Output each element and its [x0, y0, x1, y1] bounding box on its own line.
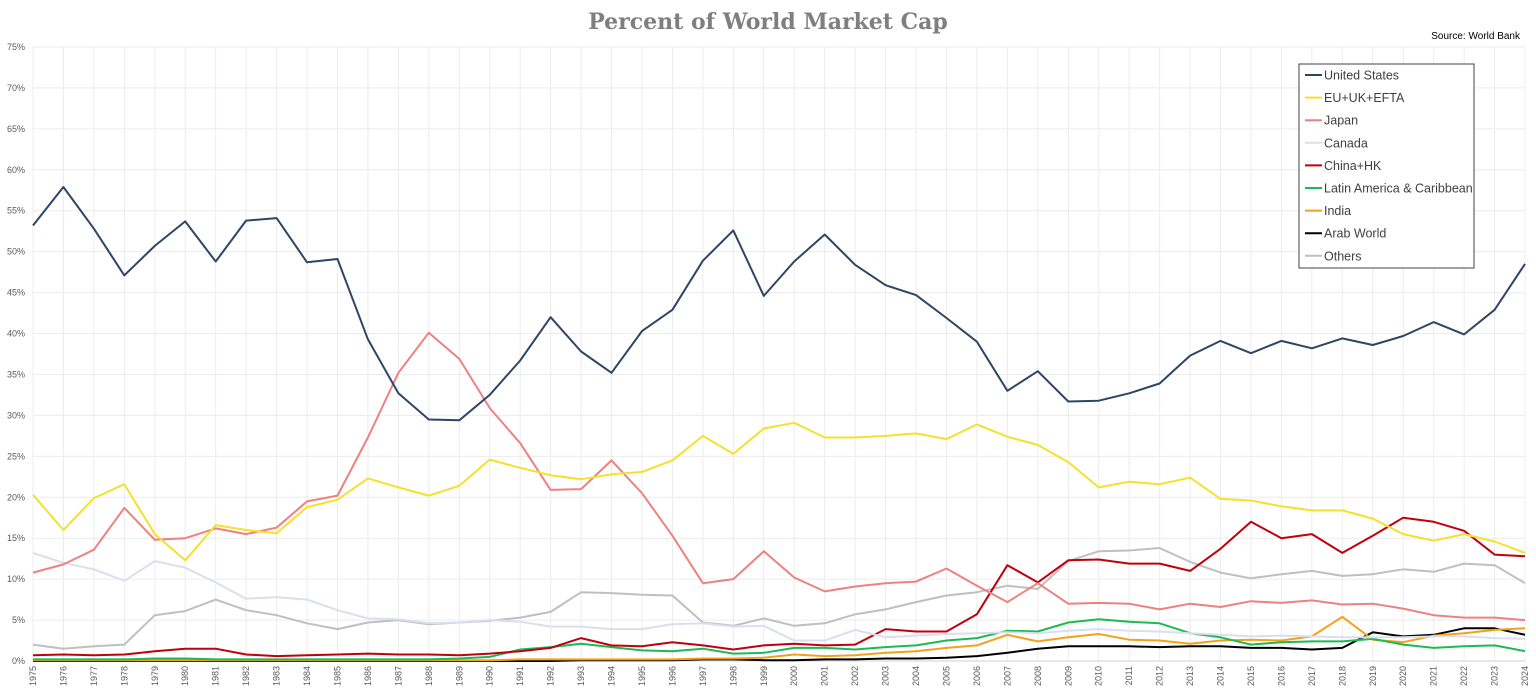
y-tick-label: 60%: [7, 165, 25, 175]
x-tick-label: 1982: [241, 666, 251, 686]
x-tick-label: 2016: [1276, 666, 1286, 686]
x-tick-label: 2007: [1002, 666, 1012, 686]
x-tick-label: 1986: [363, 666, 373, 686]
x-tick-label: 1975: [28, 666, 38, 686]
x-tick-label: 1994: [607, 666, 617, 686]
x-tick-label: 1990: [485, 666, 495, 686]
y-tick-label: 30%: [7, 410, 25, 420]
x-tick-label: 2017: [1307, 666, 1317, 686]
y-tick-label: 5%: [12, 615, 25, 625]
x-tick-label: 1983: [272, 666, 282, 686]
x-tick-label: 2002: [850, 666, 860, 686]
series-line-japan: [32, 331, 1526, 622]
legend-label-others: Others: [1324, 249, 1362, 263]
legend-label-arab-world: Arab World: [1324, 227, 1386, 241]
x-tick-label: 1995: [637, 666, 647, 686]
x-tick-label: 1992: [546, 666, 556, 686]
y-tick-label: 75%: [7, 42, 25, 52]
legend-label-latin-america-caribbean: Latin America & Caribbean: [1324, 182, 1473, 196]
y-tick-label: 65%: [7, 124, 25, 134]
x-tick-label: 1999: [759, 666, 769, 686]
y-tick-label: 10%: [7, 574, 25, 584]
x-tick-label: 1989: [454, 666, 464, 686]
x-tick-label: 1991: [515, 666, 525, 686]
legend-label-united-states: United States: [1324, 69, 1399, 83]
x-axis: 1975 1976 1977 1978 1979 1980 1981 1982 1983 1984…: [28, 660, 1530, 686]
x-tick-label: 2020: [1398, 666, 1408, 686]
x-tick-label: 2014: [1216, 666, 1226, 686]
x-tick-label: 1998: [728, 666, 738, 686]
y-axis: 0% 5% 10% 15% 20% 25% 30% 35% 40% 45% 50% 55% 60% 65%…: [7, 42, 25, 666]
x-tick-label: 1984: [302, 666, 312, 686]
x-tick-label: 2003: [881, 666, 891, 686]
y-tick-label: 40%: [7, 329, 25, 339]
x-tick-label: 2008: [1033, 666, 1043, 686]
x-tick-label: 1993: [576, 666, 586, 686]
y-tick-label: 25%: [7, 451, 25, 461]
x-tick-label: 1987: [393, 666, 403, 686]
x-tick-label: 2009: [1063, 666, 1073, 686]
x-tick-label: 2013: [1185, 666, 1195, 686]
x-tick-label: 1980: [180, 666, 190, 686]
x-tick-label: 1996: [667, 666, 677, 686]
x-tick-label: 2005: [941, 666, 951, 686]
x-tick-label: 2015: [1246, 666, 1256, 686]
legend-label-canada: Canada: [1324, 136, 1368, 150]
chart-source: Source: World Bank: [1431, 31, 1521, 42]
series-line-eu-uk-efta: [32, 421, 1526, 562]
legend-label-eu-uk-efta: EU+UK+EFTA: [1324, 91, 1405, 105]
series-line-united-states: [32, 186, 1526, 422]
series-lines: [32, 186, 1526, 662]
x-tick-label: 2010: [1094, 666, 1104, 686]
y-tick-label: 15%: [7, 533, 25, 543]
x-tick-label: 2024: [1520, 666, 1530, 686]
x-tick-label: 2019: [1368, 666, 1378, 686]
x-tick-label: 2006: [972, 666, 982, 686]
x-tick-label: 2023: [1490, 666, 1500, 686]
y-tick-label: 45%: [7, 288, 25, 298]
legend-box: [1298, 63, 1475, 269]
x-tick-label: 1976: [58, 666, 68, 686]
x-tick-label: 2011: [1124, 666, 1134, 685]
x-tick-label: 1988: [424, 666, 434, 686]
x-tick-label: 1979: [150, 666, 160, 686]
y-tick-label: 50%: [7, 247, 25, 257]
x-tick-label: 2001: [820, 666, 830, 686]
x-tick-label: 2018: [1337, 666, 1347, 686]
legend-label-china-hk: China+HK: [1324, 159, 1382, 173]
x-tick-label: 1997: [698, 666, 708, 686]
x-tick-label: 1985: [332, 666, 342, 686]
x-tick-label: 1981: [211, 666, 221, 686]
x-tick-label: 2022: [1459, 666, 1469, 686]
y-tick-label: 0%: [12, 656, 25, 666]
x-tick-label: 2000: [789, 666, 799, 686]
x-tick-label: 1978: [119, 666, 129, 686]
y-tick-label: 35%: [7, 369, 25, 379]
legend-label-japan: Japan: [1324, 114, 1358, 128]
x-tick-label: 1977: [89, 666, 99, 686]
x-tick-label: 2012: [1155, 666, 1165, 686]
chart-title: Percent of World Market Cap: [588, 9, 948, 35]
legend-label-india: India: [1324, 204, 1351, 218]
series-line-india: [33, 615, 1526, 662]
legend: United States EU+UK+EFTA Japan Canada China+…: [1298, 63, 1475, 269]
y-tick-label: 55%: [7, 206, 25, 216]
series-line-china-hk: [32, 516, 1526, 658]
series-line-canada: [32, 551, 1526, 642]
x-tick-label: 2021: [1429, 666, 1439, 686]
series-line-others: [32, 547, 1526, 650]
series-line-latin-america-caribbean: [33, 618, 1526, 661]
y-tick-label: 20%: [7, 492, 25, 502]
y-tick-label: 70%: [7, 83, 25, 93]
x-tick-label: 2004: [911, 666, 921, 686]
